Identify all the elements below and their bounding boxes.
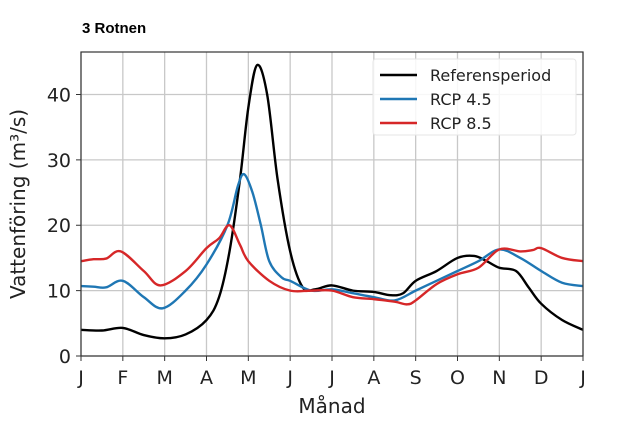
x-tick-label: M <box>156 367 172 389</box>
x-tick-label: D <box>534 367 549 389</box>
x-tick-label: J <box>286 367 293 389</box>
legend-box <box>372 58 577 136</box>
y-tick-label: 20 <box>47 215 71 237</box>
series-line-rcp-4-5 <box>80 172 584 310</box>
x-tick-label: A <box>367 367 380 389</box>
legend-label: RCP 8.5 <box>430 114 492 133</box>
y-tick-label: 40 <box>47 84 71 106</box>
x-tick-label: M <box>240 367 256 389</box>
x-tick-label: S <box>410 367 422 389</box>
chart-title: 3 Rotnen <box>82 20 147 37</box>
y-tick-label: 30 <box>47 150 71 172</box>
y-tick-label: 0 <box>59 346 71 368</box>
x-tick-label: N <box>492 367 506 389</box>
x-tick-label: A <box>200 367 213 389</box>
legend-label: Referensperiod <box>430 66 551 85</box>
y-tick-label: 10 <box>47 281 71 303</box>
y-axis-label: Vattenföring (m³/s) <box>6 109 30 299</box>
x-tick-label: O <box>450 367 465 389</box>
x-tick-label: J <box>77 367 84 389</box>
x-tick-label: J <box>579 367 586 389</box>
x-tick-label: F <box>117 367 128 389</box>
series-lines <box>80 63 584 340</box>
legend-label: RCP 4.5 <box>430 90 492 109</box>
x-tick-label: J <box>328 367 335 389</box>
series-line-rcp-8-5 <box>80 224 584 306</box>
x-axis-label: Månad <box>298 394 365 418</box>
legend: Referensperiod RCP 4.5 RCP 8.5 <box>372 58 577 136</box>
